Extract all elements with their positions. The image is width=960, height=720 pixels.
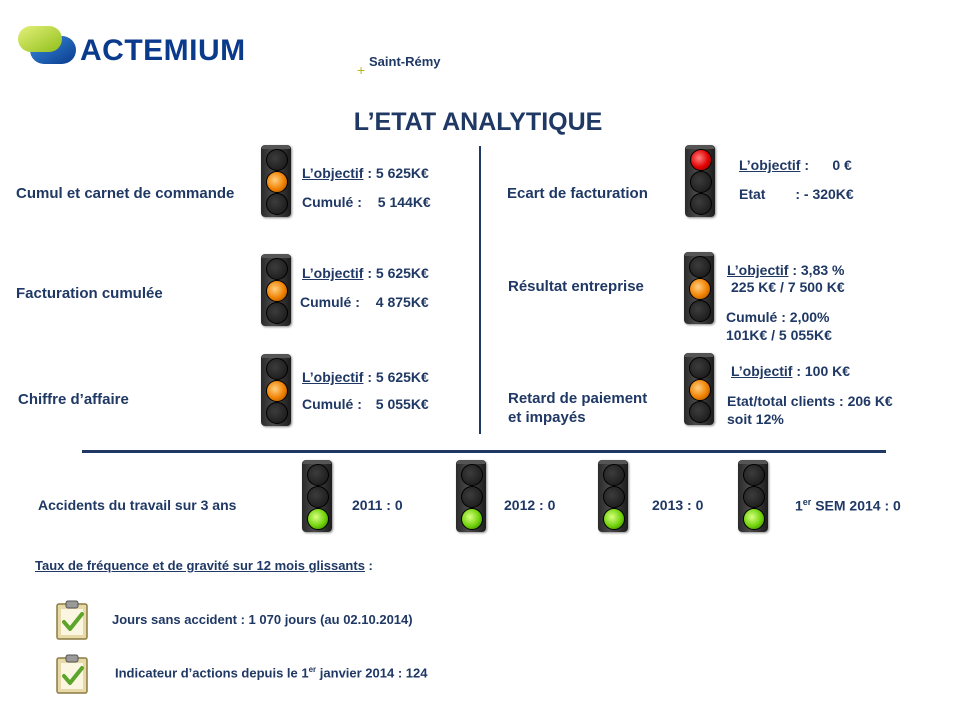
cumul-chiffre-affaire: Cumulé : 5 055K€ xyxy=(302,396,429,412)
objective-ecart: L’objectif : 0 € xyxy=(739,157,852,173)
accidents-2012: 2012 : 0 xyxy=(504,497,556,513)
label-ecart-facturation: Ecart de facturation xyxy=(507,185,648,202)
plus-icon: + xyxy=(357,62,366,78)
etat-ecart: Etat : - 320K€ xyxy=(739,186,854,202)
clipboard-check-icon xyxy=(56,654,88,694)
label-chiffre-affaire: Chiffre d’affaire xyxy=(18,391,129,408)
cumul-resultat-amount: 101K€ / 5 055K€ xyxy=(726,327,832,343)
objective-chiffre-affaire: L’objectif : 5 625K€ xyxy=(302,369,429,385)
traffic-light-2011 xyxy=(302,460,332,532)
brand-name: ACTEMIUM xyxy=(80,34,246,67)
days-without-accident: Jours sans accident : 1 070 jours (au 02… xyxy=(112,612,413,627)
clipboard-check-icon xyxy=(56,600,88,640)
etat-retard-percent: soit 12% xyxy=(727,411,784,427)
actions-indicator: Indicateur d’actions depuis le 1er janvi… xyxy=(115,665,428,681)
traffic-light-2012 xyxy=(456,460,486,532)
label-retard-paiement-2: et impayés xyxy=(508,409,586,426)
traffic-light-2013 xyxy=(598,460,628,532)
traffic-light-cumul-carnet xyxy=(261,145,291,217)
objective-detail-resultat: 225 K€ / 7 500 K€ xyxy=(731,279,845,295)
traffic-light-2014 xyxy=(738,460,768,532)
traffic-light-ecart xyxy=(685,145,715,217)
objective-retard: L’objectif : 100 K€ xyxy=(731,363,851,379)
label-accidents: Accidents du travail sur 3 ans xyxy=(38,497,237,513)
objective-facturation: L’objectif : 5 625K€ xyxy=(302,265,429,281)
page-title: L’ETAT ANALYTIQUE xyxy=(353,108,603,136)
traffic-light-chiffre-affaire xyxy=(261,354,291,426)
label-retard-paiement-1: Retard de paiement xyxy=(508,390,648,407)
objective-cumul-carnet: L’objectif : 5 625K€ xyxy=(302,165,429,181)
horizontal-divider xyxy=(82,450,886,453)
etat-retard: Etat/total clients : 206 K€ xyxy=(727,393,893,409)
rates-heading: Taux de fréquence et de gravité sur 12 m… xyxy=(35,558,373,573)
label-facturation: Facturation cumulée xyxy=(16,285,163,302)
traffic-light-retard xyxy=(684,353,714,425)
traffic-light-facturation xyxy=(261,254,291,326)
vertical-divider xyxy=(479,146,481,434)
cumul-facturation: Cumulé : 4 875K€ xyxy=(300,294,429,310)
accidents-2011: 2011 : 0 xyxy=(352,497,403,513)
cumul-cumul-carnet: Cumulé : 5 144K€ xyxy=(302,194,431,210)
actemium-logo xyxy=(18,26,76,64)
label-cumul-carnet: Cumul et carnet de commande xyxy=(16,185,235,202)
cumul-resultat-percent: Cumulé : 2,00% xyxy=(726,309,830,325)
objective-resultat: L’objectif : 3,83 % xyxy=(727,262,845,278)
label-resultat-entreprise: Résultat entreprise xyxy=(508,278,644,295)
traffic-light-resultat xyxy=(684,252,714,324)
accidents-2014: 1er SEM 2014 : 0 xyxy=(795,497,901,514)
site-name: Saint-Rémy xyxy=(369,54,441,69)
accidents-2013: 2013 : 0 xyxy=(652,497,704,513)
